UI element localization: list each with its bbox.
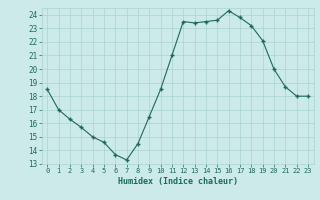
X-axis label: Humidex (Indice chaleur): Humidex (Indice chaleur): [118, 177, 237, 186]
